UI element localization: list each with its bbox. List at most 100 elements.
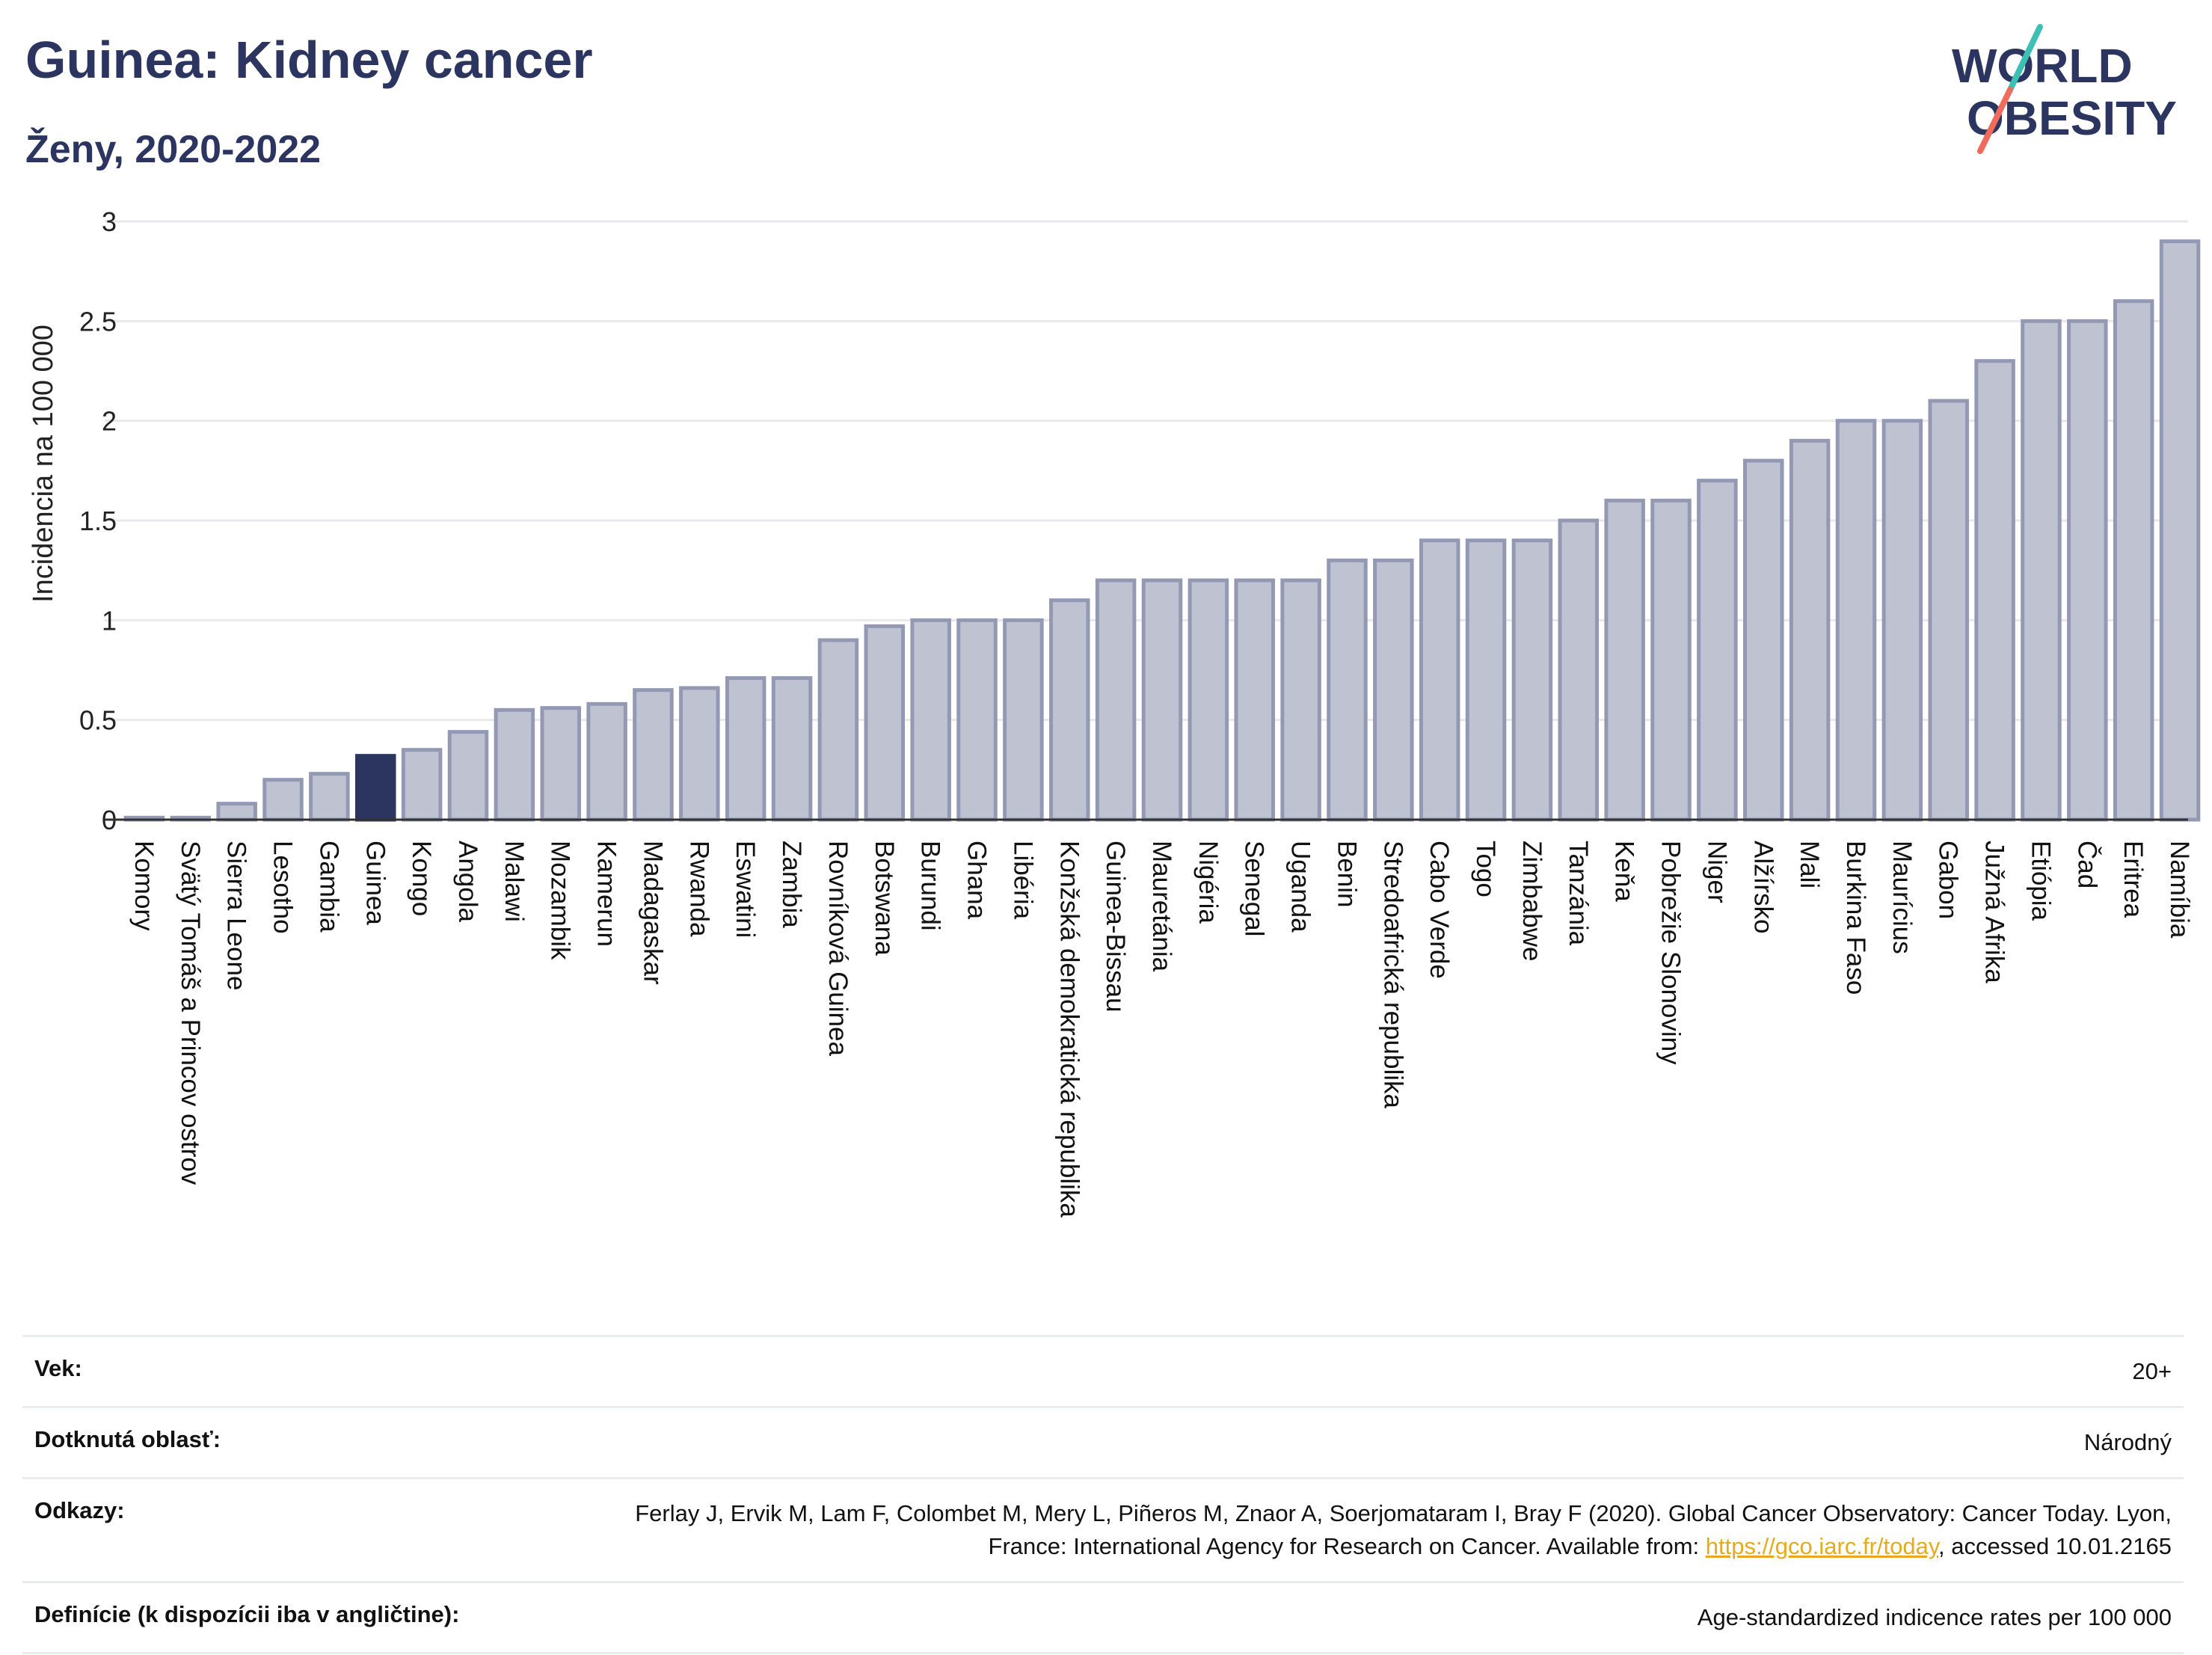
metadata-table: Vek: 20+ Dotknutá oblasť: Národný Odkazy…	[22, 1335, 2184, 1654]
x-tick-label: Eswatini	[731, 841, 760, 938]
bar-19[interactable]	[1003, 618, 1044, 822]
x-tick-label: Alžírsko	[1748, 841, 1778, 933]
logo-slash-coral	[1977, 87, 2013, 154]
x-tick-label: Konžská demokratická republika	[1054, 841, 1084, 1218]
x-tick-label: Mozambik	[546, 841, 575, 960]
x-tick-label: Angola	[453, 841, 482, 923]
bar-40[interactable]	[1974, 359, 2015, 822]
bar-18[interactable]	[956, 618, 998, 822]
meta-label-age: Vek:	[34, 1355, 82, 1381]
bar-25[interactable]	[1280, 578, 1321, 822]
x-tick-label: Guinea	[360, 841, 390, 925]
x-tick-label: Botswana	[870, 841, 899, 956]
x-tick-label: Burundi	[916, 841, 945, 931]
x-tick-label: Burkina Faso	[1841, 841, 1870, 995]
x-tick-label: Benin	[1332, 841, 1361, 908]
bar-44[interactable]	[2159, 239, 2201, 822]
meta-value-age: 20+	[2132, 1358, 2172, 1384]
meta-row-definitions: Definície (k dispozícii iba v angličtine…	[22, 1581, 2184, 1654]
x-tick-label: Etiópia	[2026, 841, 2055, 921]
x-tick-label: Libéria	[1008, 841, 1037, 920]
x-tick-label: Gambia	[314, 841, 343, 933]
bar-28[interactable]	[1419, 538, 1460, 822]
bar-5[interactable]	[355, 754, 396, 822]
bar-34[interactable]	[1697, 479, 1738, 822]
refs-link[interactable]: https://gco.iarc.fr/today	[1705, 1533, 1939, 1559]
bar-26[interactable]	[1327, 558, 1368, 822]
x-tick-label: Keňa	[1610, 841, 1639, 902]
y-axis-ticks: 00.511.522.53	[79, 206, 117, 835]
bar-9[interactable]	[540, 706, 581, 822]
y-tick-label: 0.5	[79, 705, 117, 736]
y-axis-label: Incidencia na 100 000	[28, 325, 59, 603]
meta-label-definitions: Definície (k dispozícii iba v angličtine…	[34, 1601, 460, 1627]
meta-label-refs: Odkazy:	[34, 1497, 125, 1523]
x-tick-label: Maurícius	[1887, 841, 1917, 954]
bar-41[interactable]	[2021, 319, 2062, 822]
bar-8[interactable]	[494, 707, 535, 822]
bar-33[interactable]	[1650, 498, 1692, 822]
bar-13[interactable]	[725, 676, 766, 822]
bar-36[interactable]	[1789, 438, 1831, 822]
bar-chart: 00.511.522.53 Komory Svätý Tomáš a Princo…	[28, 206, 2201, 1218]
bar-27[interactable]	[1373, 558, 1414, 822]
bar-21[interactable]	[1095, 578, 1137, 822]
bar-38[interactable]	[1881, 419, 1923, 822]
bar-4[interactable]	[309, 772, 350, 822]
x-tick-label: Zambia	[777, 841, 806, 928]
bar-17[interactable]	[910, 618, 951, 822]
bar-24[interactable]	[1234, 578, 1275, 822]
x-tick-label: Tanzánia	[1564, 841, 1593, 946]
refs-text: Ferlay J, Ervik M, Lam F, Colombet M, Me…	[635, 1500, 2172, 1559]
x-tick-label: Lesotho	[268, 841, 298, 934]
y-tick-label: 2.5	[79, 306, 117, 337]
logo-line1: WORLD	[1952, 39, 2133, 93]
x-tick-label: Cabo Verde	[1425, 841, 1454, 979]
x-tick-label: Ghana	[962, 841, 992, 920]
world-obesity-logo: WORLD OBESITY	[1952, 24, 2177, 154]
bar-15[interactable]	[817, 638, 859, 822]
meta-value-definitions: Age-standardized indicence rates per 100…	[1697, 1604, 2172, 1630]
bar-39[interactable]	[1928, 399, 1969, 822]
bar-3[interactable]	[262, 778, 304, 822]
x-tick-label: Kongo	[407, 841, 436, 916]
x-tick-label: Rovníková Guinea	[823, 841, 852, 1056]
bars	[123, 239, 2201, 822]
x-tick-label: Čad	[2072, 841, 2101, 888]
bar-32[interactable]	[1604, 498, 1645, 822]
x-tick-label: Mauretánia	[1147, 841, 1176, 972]
x-tick-label: Južná Afrika	[1980, 841, 2009, 983]
meta-row-age: Vek: 20+	[22, 1335, 2184, 1406]
x-tick-label: Togo	[1471, 841, 1500, 897]
bar-2[interactable]	[216, 802, 257, 822]
x-tick-label: Eritrea	[2119, 841, 2148, 918]
y-tick-label: 1	[102, 605, 117, 636]
bar-7[interactable]	[447, 730, 489, 822]
bar-22[interactable]	[1141, 578, 1183, 822]
bar-6[interactable]	[401, 748, 443, 822]
x-tick-label: Nigéria	[1193, 841, 1223, 924]
bar-20[interactable]	[1049, 598, 1090, 822]
bar-23[interactable]	[1188, 578, 1229, 822]
bar-42[interactable]	[2067, 319, 2108, 822]
bar-10[interactable]	[586, 701, 627, 822]
bar-14[interactable]	[771, 676, 813, 822]
bar-31[interactable]	[1558, 518, 1600, 822]
logo-slash-teal	[2007, 24, 2043, 93]
bar-11[interactable]	[633, 688, 674, 822]
bar-43[interactable]	[2113, 299, 2154, 822]
bar-35[interactable]	[1743, 458, 1784, 822]
x-tick-label: Mali	[1795, 841, 1824, 888]
bar-37[interactable]	[1835, 419, 1877, 822]
bar-16[interactable]	[864, 624, 906, 822]
chart-title: Guinea: Kidney cancer	[25, 31, 593, 89]
bar-30[interactable]	[1511, 538, 1553, 822]
x-tick-label: Uganda	[1286, 841, 1315, 933]
meta-value-refs: Ferlay J, Ervik M, Lam F, Colombet M, Me…	[601, 1497, 2172, 1563]
meta-row-area: Dotknutá oblasť: Národný	[22, 1406, 2184, 1477]
chart-subtitle: Ženy, 2020-2022	[25, 128, 322, 171]
bar-29[interactable]	[1465, 538, 1507, 822]
x-tick-label: Svätý Tomáš a Princov ostrov	[176, 841, 205, 1185]
bar-12[interactable]	[679, 686, 720, 822]
y-tick-label: 2	[102, 406, 117, 437]
